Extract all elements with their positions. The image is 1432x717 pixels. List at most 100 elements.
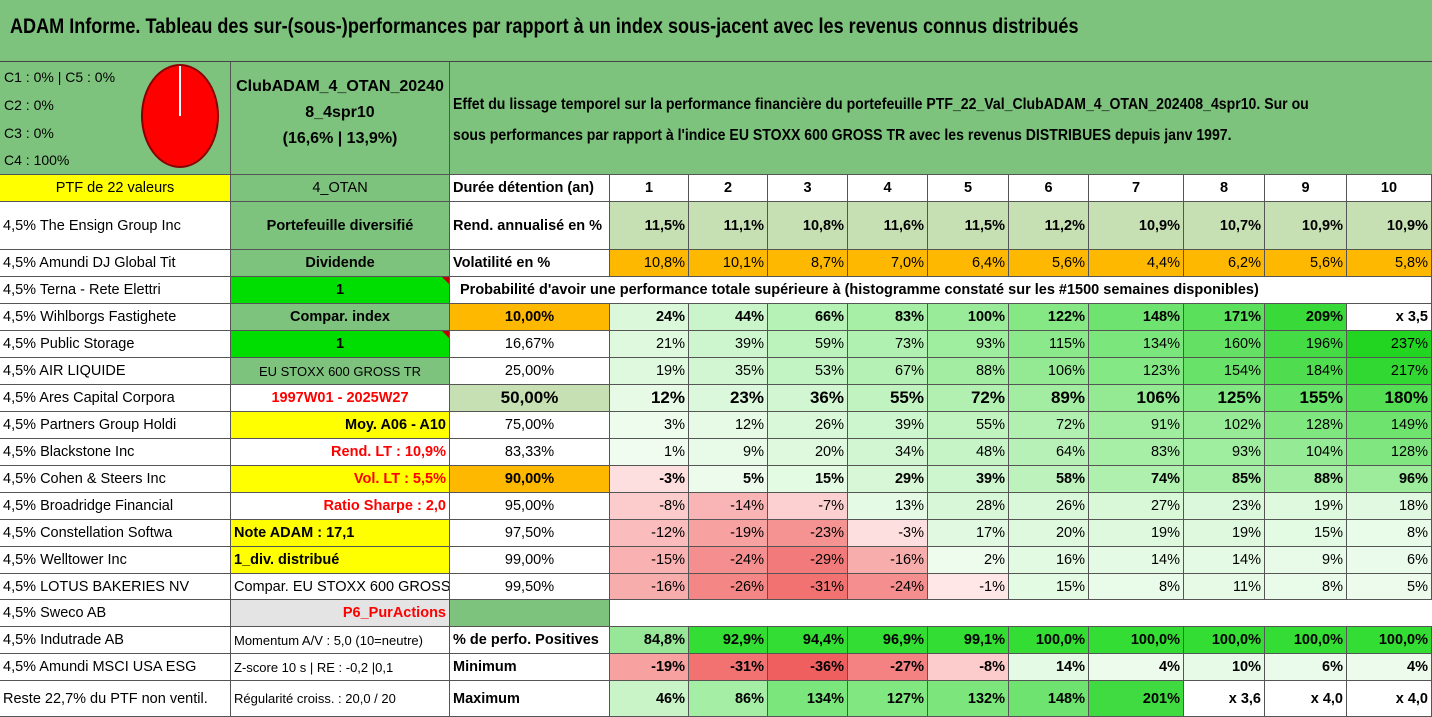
stat-value: 134% — [768, 681, 848, 717]
stat-value: 100,0% — [1089, 627, 1184, 654]
horizon-year: 5 — [928, 175, 1009, 202]
volatility-value: 6,4% — [928, 250, 1009, 277]
probability-value: 55% — [848, 385, 928, 412]
horizon-year: 8 — [1184, 175, 1265, 202]
probability-value: 58% — [1009, 466, 1089, 493]
holding-item: 4,5% Partners Group Holdi — [0, 412, 231, 439]
probability-value: 55% — [928, 412, 1009, 439]
probability-value: x 3,5 — [1347, 304, 1432, 331]
stat-value: 4% — [1347, 654, 1432, 681]
portfolio-info: Ratio Sharpe : 2,0 — [231, 493, 450, 520]
allocation-line: C2 : 0% — [4, 97, 54, 113]
stat-value: 132% — [928, 681, 1009, 717]
probability-value: 217% — [1347, 358, 1432, 385]
allocation-line: C1 : 0% | C5 : 0% — [4, 69, 116, 85]
probability-value: 160% — [1184, 331, 1265, 358]
spacer-cell — [610, 600, 1432, 627]
horizon-year: 4 — [848, 175, 928, 202]
probability-value: 12% — [689, 412, 768, 439]
stat-value: 4% — [1089, 654, 1184, 681]
portfolio-info: P6_PurActions — [231, 600, 450, 627]
stat-value: -27% — [848, 654, 928, 681]
probability-value: -26% — [689, 574, 768, 600]
probability-value: 35% — [689, 358, 768, 385]
probability-value: 39% — [689, 331, 768, 358]
horizon-year: 3 — [768, 175, 848, 202]
volatility-label: Volatilité en % — [450, 250, 610, 277]
probability-value: 171% — [1184, 304, 1265, 331]
probability-value: -23% — [768, 520, 848, 547]
stat-label: Minimum — [450, 654, 610, 681]
probability-value: 93% — [1184, 439, 1265, 466]
stat-value: 96,9% — [848, 627, 928, 654]
probability-value: 24% — [610, 304, 689, 331]
stat-value: 100,0% — [1009, 627, 1089, 654]
probability-value: 9% — [689, 439, 768, 466]
holdings-header: PTF de 22 valeurs — [0, 175, 231, 202]
portfolio-info: Vol. LT : 5,5% — [231, 466, 450, 493]
portfolio-info: 1_div. distribué — [231, 547, 450, 574]
stat-value: 201% — [1089, 681, 1184, 717]
probability-threshold: 99,00% — [450, 547, 610, 574]
portfolio-info: Compar. EU STOXX 600 GROSS TR — [231, 574, 450, 600]
probability-value: 23% — [689, 385, 768, 412]
probability-threshold: 97,50% — [450, 520, 610, 547]
probability-value: 14% — [1089, 547, 1184, 574]
holding-item: 4,5% Public Storage — [0, 331, 231, 358]
holding-item: 4,5% Broadridge Financial — [0, 493, 231, 520]
portfolio-info: Momentum A/V : 5,0 (10=neutre) — [231, 627, 450, 654]
probability-value: 148% — [1089, 304, 1184, 331]
probability-value: 89% — [1009, 385, 1089, 412]
annualized-return-value: 10,9% — [1265, 202, 1347, 250]
probability-value: 102% — [1184, 412, 1265, 439]
probability-value: 67% — [848, 358, 928, 385]
stat-value: 148% — [1009, 681, 1089, 717]
horizon-year: 1 — [610, 175, 689, 202]
probability-value: 72% — [1009, 412, 1089, 439]
stat-value: 100,0% — [1265, 627, 1347, 654]
portfolio-info: Portefeuille diversifié — [231, 202, 450, 250]
holding-item: 4,5% Amundi DJ Global Tit — [0, 250, 231, 277]
probability-value: 2% — [928, 547, 1009, 574]
annualized-return-value: 10,9% — [1089, 202, 1184, 250]
probability-threshold: 25,00% — [450, 358, 610, 385]
probability-value: 26% — [768, 412, 848, 439]
annualized-return-value: 11,5% — [928, 202, 1009, 250]
probability-value: -24% — [848, 574, 928, 600]
probability-value: -16% — [848, 547, 928, 574]
probability-value: 26% — [1009, 493, 1089, 520]
probability-value: 17% — [928, 520, 1009, 547]
report-title: ADAM Informe. Tableau des sur-(sous-)per… — [10, 15, 1079, 38]
probability-value: 85% — [1184, 466, 1265, 493]
allocation-box: C1 : 0% | C5 : 0% C2 : 0% C3 : 0% C4 : 1… — [0, 62, 231, 175]
probability-threshold: 50,00% — [450, 385, 610, 412]
probability-value: -31% — [768, 574, 848, 600]
probability-value: 74% — [1089, 466, 1184, 493]
stat-value: 100,0% — [1347, 627, 1432, 654]
probability-threshold: 10,00% — [450, 304, 610, 331]
probability-value: 73% — [848, 331, 928, 358]
volatility-value: 10,1% — [689, 250, 768, 277]
probability-value: 237% — [1347, 331, 1432, 358]
stat-label: Maximum — [450, 681, 610, 717]
holding-item: 4,5% Amundi MSCI USA ESG — [0, 654, 231, 681]
probability-value: 18% — [1347, 493, 1432, 520]
probability-value: 104% — [1265, 439, 1347, 466]
probability-value: 66% — [768, 304, 848, 331]
probability-value: 184% — [1265, 358, 1347, 385]
portfolio-perf-summary: (16,6% | 13,9%) — [282, 130, 398, 147]
description-line: sous performances par rapport à l'indice… — [453, 127, 1232, 144]
portfolio-info: Rend. LT : 10,9% — [231, 439, 450, 466]
stat-value: 46% — [610, 681, 689, 717]
probability-value: 11% — [1184, 574, 1265, 600]
probability-value: 100% — [928, 304, 1009, 331]
probability-value: 8% — [1347, 520, 1432, 547]
probability-value: 88% — [1265, 466, 1347, 493]
stat-value: 100,0% — [1184, 627, 1265, 654]
probability-value: 34% — [848, 439, 928, 466]
probability-value: 72% — [928, 385, 1009, 412]
probability-value: 3% — [610, 412, 689, 439]
probability-threshold: 90,00% — [450, 466, 610, 493]
holding-item: 4,5% Ares Capital Corpora — [0, 385, 231, 412]
